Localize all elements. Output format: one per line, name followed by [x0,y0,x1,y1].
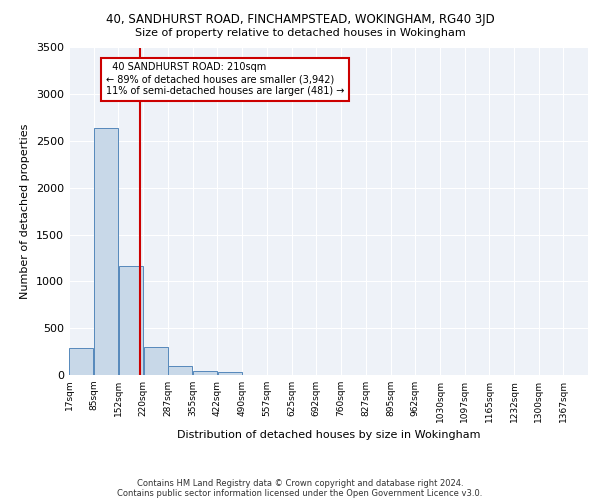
Bar [168,366,192,375]
Text: Contains HM Land Registry data © Crown copyright and database right 2024.: Contains HM Land Registry data © Crown c… [137,478,463,488]
Bar [143,348,168,375]
Bar [94,128,118,375]
Bar [119,266,143,375]
Y-axis label: Number of detached properties: Number of detached properties [20,124,31,299]
Bar [218,372,242,375]
Bar [69,348,94,375]
Text: Size of property relative to detached houses in Wokingham: Size of property relative to detached ho… [134,28,466,38]
X-axis label: Distribution of detached houses by size in Wokingham: Distribution of detached houses by size … [177,430,480,440]
Bar [193,372,217,375]
Text: Contains public sector information licensed under the Open Government Licence v3: Contains public sector information licen… [118,488,482,498]
Text: 40, SANDHURST ROAD, FINCHAMPSTEAD, WOKINGHAM, RG40 3JD: 40, SANDHURST ROAD, FINCHAMPSTEAD, WOKIN… [106,12,494,26]
Text: 40 SANDHURST ROAD: 210sqm
← 89% of detached houses are smaller (3,942)
11% of se: 40 SANDHURST ROAD: 210sqm ← 89% of detac… [106,62,344,96]
